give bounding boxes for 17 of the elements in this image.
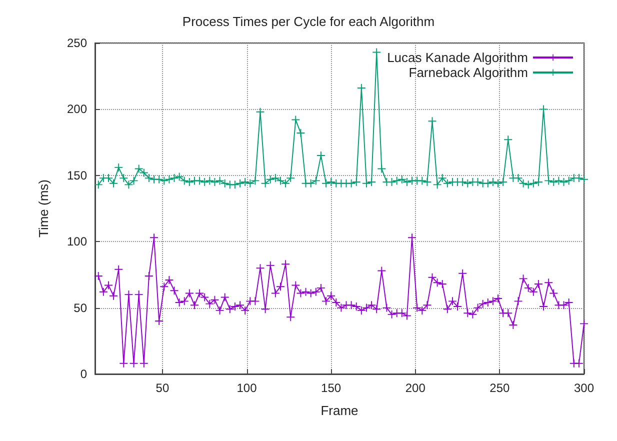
legend-label: Farneback Algorithm (408, 65, 528, 80)
y-tick-label: 150 (66, 168, 88, 182)
y-tick-label: 50 (74, 300, 88, 315)
legend-label: Lucas Kanade Algorithm (387, 50, 528, 65)
chart-title: Process Times per Cycle for each Algorithm (182, 14, 435, 29)
x-tick-label: 50 (156, 381, 170, 395)
y-tick-label: 250 (66, 36, 88, 50)
y-tick-label: 0 (80, 367, 88, 381)
y-axis-title: Time (ms) (36, 179, 51, 238)
x-tick-label: 250 (490, 381, 510, 395)
x-tick-label: 200 (405, 381, 426, 395)
y-tick-label: 200 (66, 102, 88, 116)
x-axis-title: Frame (320, 403, 358, 418)
x-tick-label: 300 (574, 381, 594, 395)
x-tick-label: 100 (236, 381, 258, 395)
y-tick-label: 100 (66, 234, 88, 249)
x-tick-label: 150 (321, 381, 342, 395)
